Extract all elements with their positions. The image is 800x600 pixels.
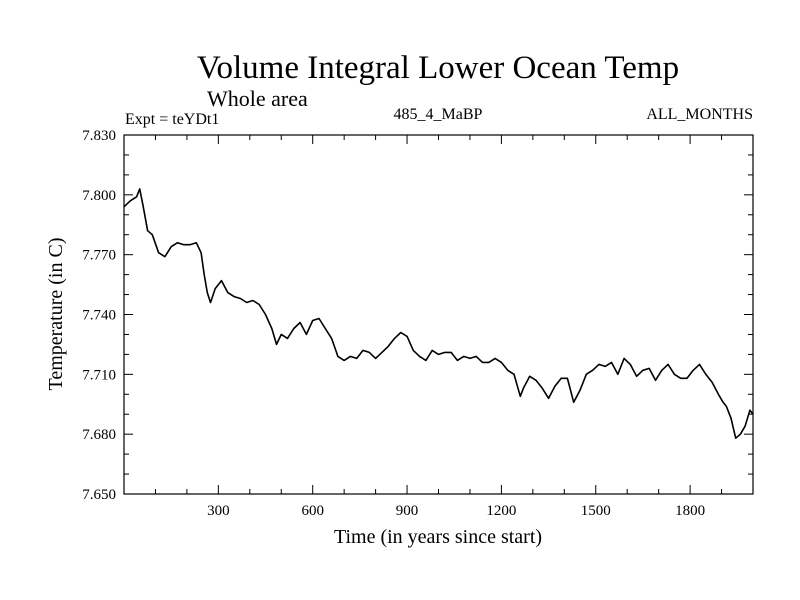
period-label: 485_4_MaBP	[394, 106, 483, 123]
y-tick-label: 7.650	[82, 487, 116, 503]
x-tick-label: 300	[207, 503, 230, 519]
y-tick-label: 7.800	[82, 188, 116, 204]
x-tick-label: 1800	[675, 503, 705, 519]
temperature-series-line	[123, 188, 754, 440]
chart-title: Volume Integral Lower Ocean Temp	[197, 50, 679, 86]
experiment-label: Expt = teYDt1	[125, 111, 219, 128]
plot-frame	[123, 134, 754, 495]
x-tick-label: 600	[301, 503, 324, 519]
y-tick-label: 7.680	[82, 427, 116, 443]
x-axis: 300 600 900 1200 1500 1800	[154, 135, 723, 519]
y-tick-label: 7.770	[82, 248, 116, 264]
x-tick-label: 900	[396, 503, 419, 519]
y-tick-label: 7.710	[82, 367, 116, 383]
x-tick-label: 1200	[486, 503, 516, 519]
chart-subtitle: Whole area	[207, 86, 308, 111]
y-tick-label: 7.740	[82, 308, 116, 324]
y-axis: 7.650 7.680 7.710 7.740 7.770 7.800 7.830	[82, 128, 753, 503]
y-tick-label: 7.830	[82, 128, 116, 144]
months-label: ALL_MONTHS	[646, 106, 753, 123]
y-axis-label: Temperature (in C)	[45, 238, 67, 391]
x-tick-label: 1500	[581, 503, 611, 519]
x-axis-label: Time (in years since start)	[334, 526, 542, 548]
